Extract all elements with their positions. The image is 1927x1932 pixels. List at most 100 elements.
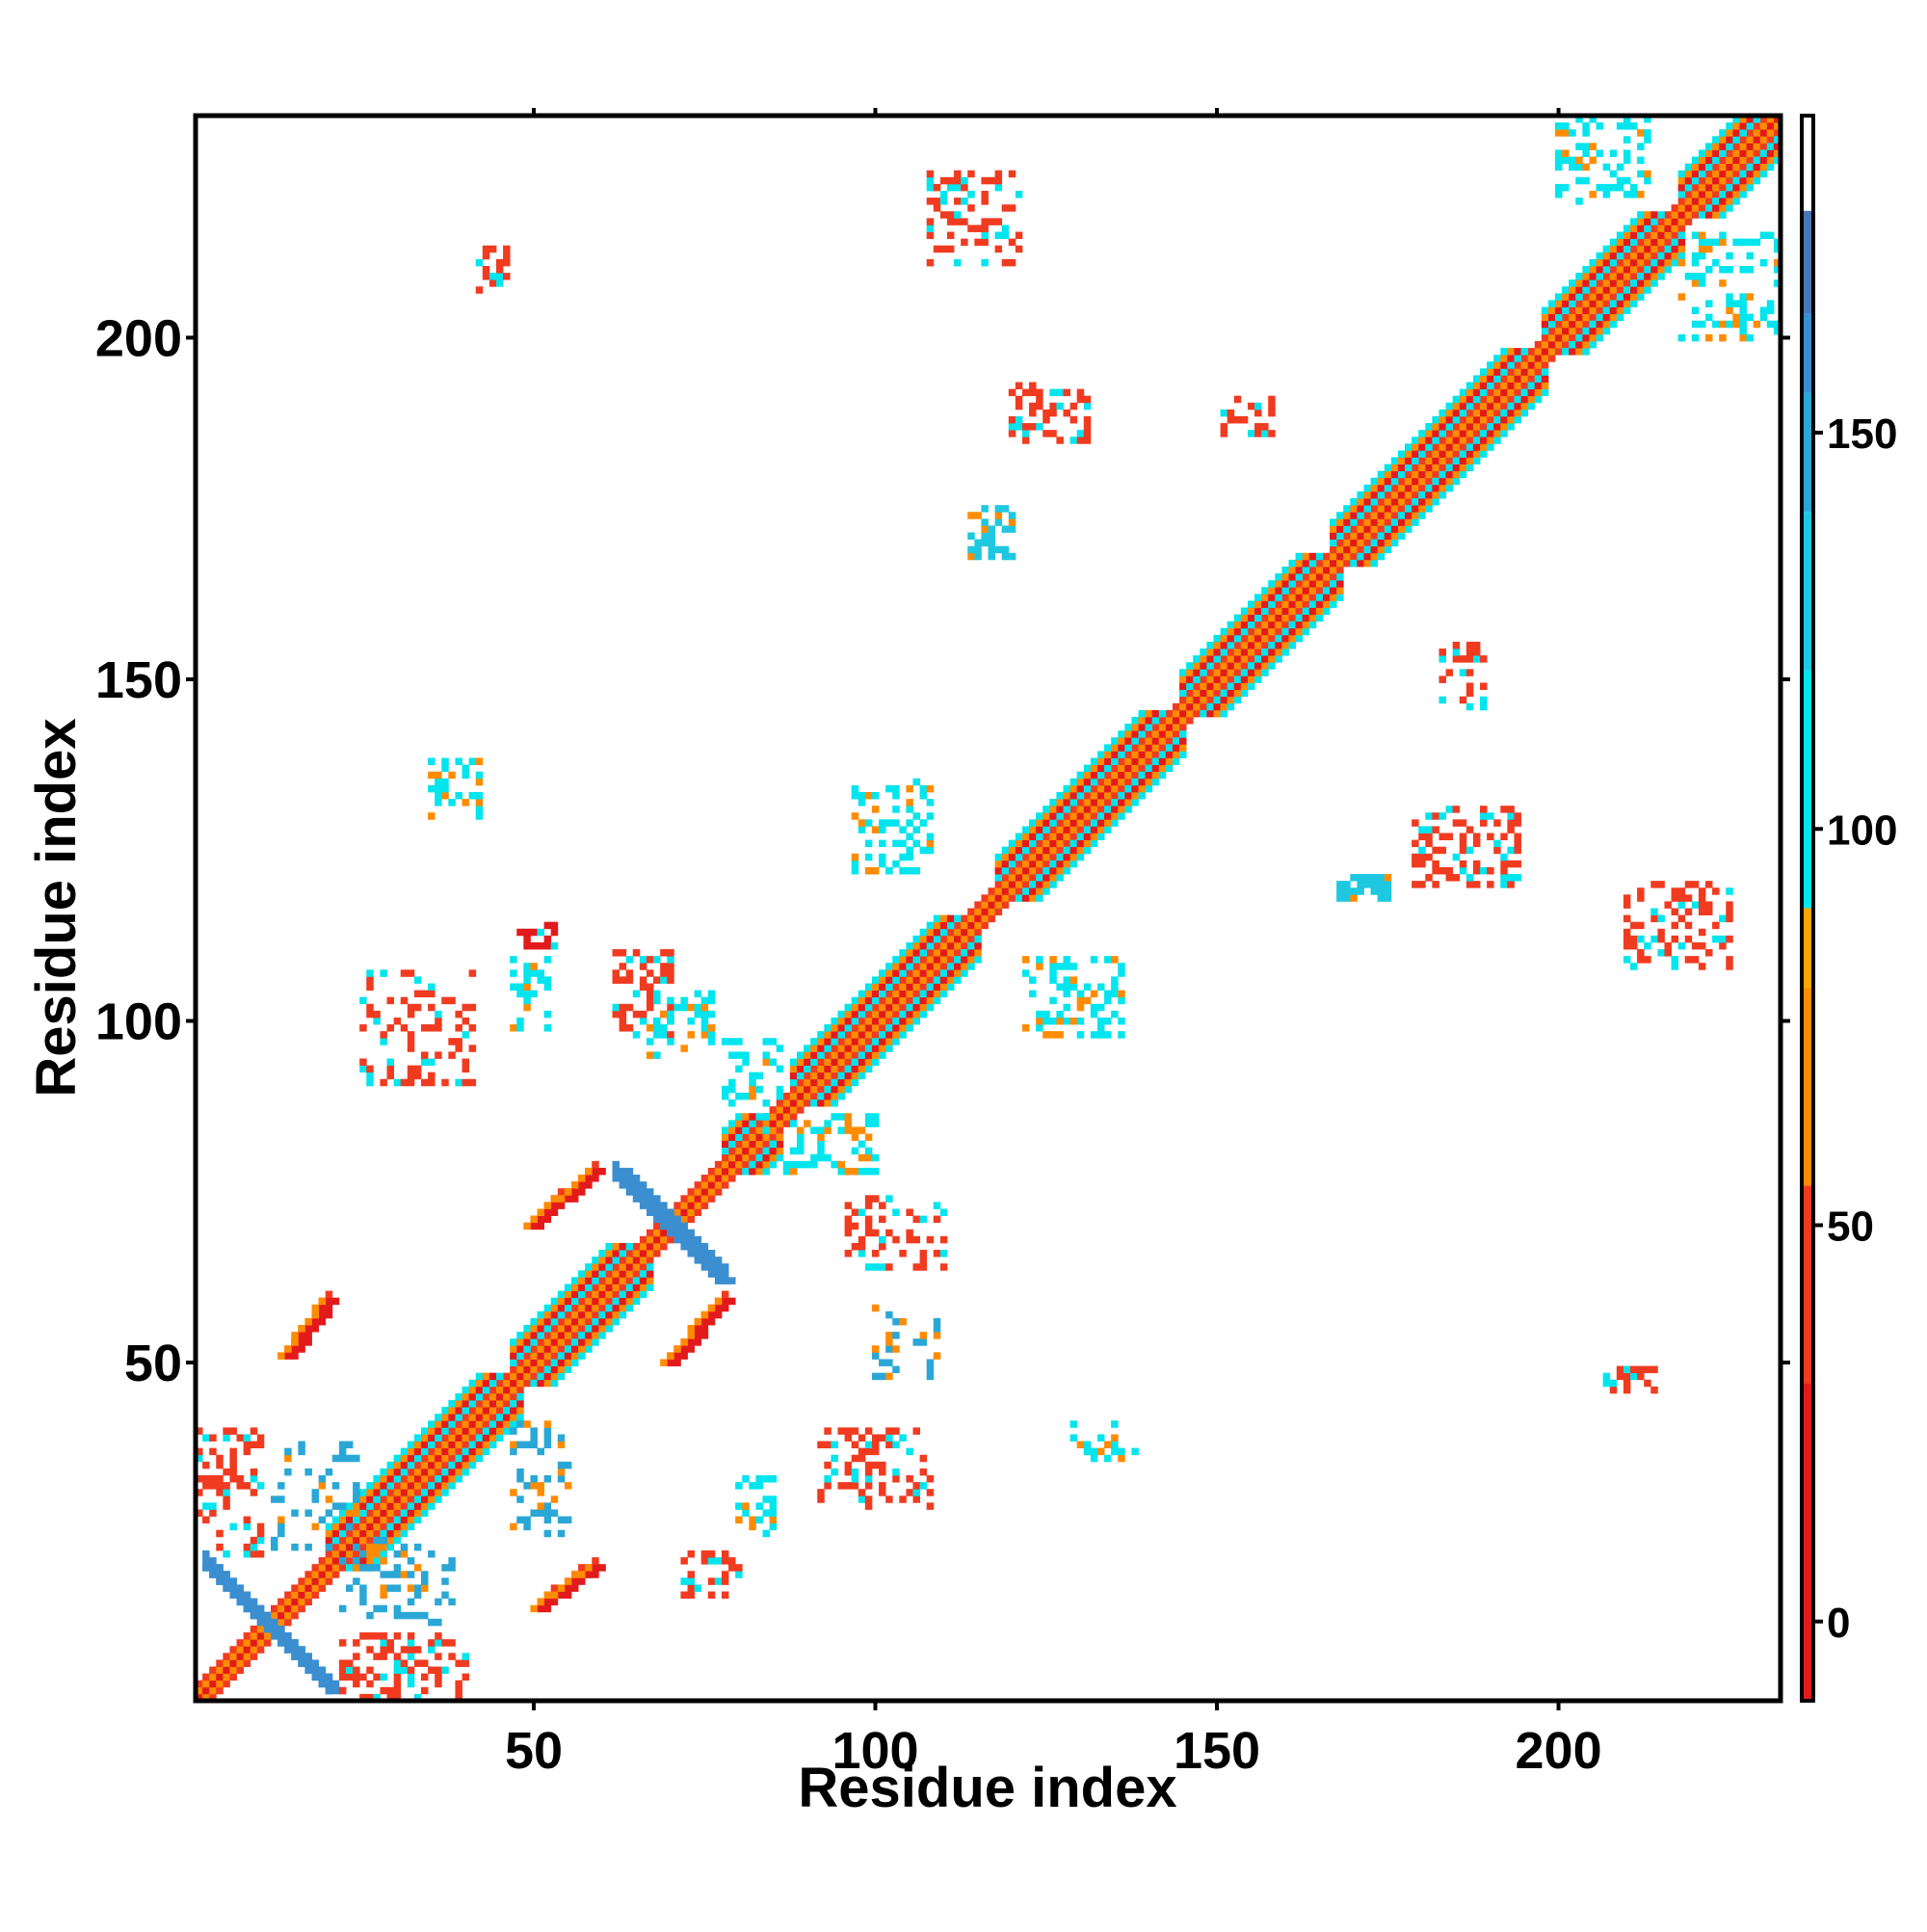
heatmap-cell <box>1036 956 1043 964</box>
heatmap-cell <box>864 990 873 998</box>
heatmap-cell <box>1397 525 1406 533</box>
heatmap-cell <box>1220 409 1228 417</box>
heatmap-cell <box>755 1153 763 1162</box>
heatmap-cell <box>271 1495 278 1503</box>
heatmap-cell <box>742 1475 750 1483</box>
heatmap-cell <box>495 1407 504 1415</box>
heatmap-cell <box>864 1447 873 1456</box>
heatmap-cell <box>1076 819 1085 827</box>
heatmap-cell <box>1104 778 1112 786</box>
heatmap-cell <box>906 846 913 855</box>
heatmap-cell <box>1425 505 1433 513</box>
heatmap-cell <box>1131 730 1139 738</box>
heatmap-cell <box>796 1058 805 1066</box>
heatmap-cell <box>1029 423 1037 431</box>
heatmap-cell <box>325 1577 333 1585</box>
heatmap-cell <box>1412 881 1419 888</box>
heatmap-cell <box>1322 600 1331 608</box>
heatmap-cell <box>1090 839 1098 848</box>
heatmap-cell <box>1500 415 1508 424</box>
heatmap-cell <box>284 1646 292 1654</box>
heatmap-cell <box>585 1304 593 1312</box>
heatmap-cell <box>503 1427 511 1435</box>
heatmap-cell <box>1746 238 1755 247</box>
heatmap-cell <box>503 273 511 280</box>
heatmap-cell <box>380 1632 387 1640</box>
heatmap-cell <box>1609 265 1618 274</box>
heatmap-cell <box>366 1529 374 1538</box>
heatmap-cell <box>1254 614 1262 622</box>
heatmap-cell <box>1480 423 1488 431</box>
heatmap-cell <box>879 1359 886 1366</box>
heatmap-cell <box>919 1454 928 1463</box>
heatmap-cell <box>256 1618 265 1627</box>
heatmap-cell <box>879 1461 886 1469</box>
heatmap-cell <box>1616 1372 1624 1381</box>
heatmap-cell <box>1507 402 1515 410</box>
heatmap-cell <box>694 1250 702 1257</box>
heatmap-cell <box>1465 689 1474 698</box>
heatmap-cell <box>495 1434 504 1442</box>
heatmap-cell <box>1514 382 1521 390</box>
heatmap-cell <box>776 1113 784 1121</box>
heatmap-cell <box>393 1475 402 1483</box>
heatmap-cell <box>366 1495 374 1503</box>
heatmap-cell <box>1582 340 1590 349</box>
heatmap-cell <box>605 1277 613 1284</box>
heatmap-cell <box>1739 122 1747 130</box>
heatmap-cell <box>939 1250 948 1257</box>
heatmap-cell <box>1315 552 1324 561</box>
heatmap-cell <box>263 1626 272 1633</box>
heatmap-cell <box>1425 477 1433 486</box>
heatmap-cell <box>400 1482 409 1490</box>
heatmap-cell <box>1322 552 1331 561</box>
heatmap-cell <box>906 806 913 813</box>
heatmap-cell <box>488 1420 497 1428</box>
heatmap-cell <box>1766 231 1775 240</box>
heatmap-cell <box>407 1038 415 1045</box>
heatmap-cell <box>1555 327 1563 335</box>
heatmap-cell <box>407 1509 415 1517</box>
heatmap-cell <box>1036 874 1043 882</box>
heatmap-cell <box>1575 286 1583 294</box>
heatmap-cell <box>1487 430 1494 437</box>
heatmap-cell <box>1739 156 1747 165</box>
heatmap-cell <box>1261 430 1269 437</box>
heatmap-cell <box>1405 512 1412 519</box>
heatmap-cell <box>1043 866 1050 875</box>
heatmap-cell <box>1555 306 1563 315</box>
heatmap-cell <box>707 1181 716 1189</box>
heatmap-cell <box>646 1250 654 1257</box>
heatmap-cell <box>236 1482 245 1490</box>
heatmap-cell <box>831 1078 838 1087</box>
heatmap-cell <box>400 1646 409 1654</box>
heatmap-cell <box>1671 887 1679 895</box>
heatmap-cell <box>1090 833 1098 840</box>
heatmap-cell <box>1111 1420 1119 1428</box>
heatmap-cell <box>933 949 941 957</box>
heatmap-cell <box>209 1693 217 1702</box>
heatmap-cell <box>488 245 497 253</box>
heatmap-cell <box>1336 894 1344 902</box>
heatmap-cell <box>1076 1441 1085 1449</box>
heatmap-cell <box>400 1495 409 1503</box>
heatmap-cell <box>530 1345 538 1353</box>
heatmap-cell <box>592 1263 599 1271</box>
heatmap-cell <box>858 1447 866 1456</box>
heatmap-cell <box>1671 921 1679 930</box>
heatmap-cell <box>516 1420 524 1428</box>
heatmap-cell <box>714 1577 723 1585</box>
heatmap-cell <box>714 1257 723 1264</box>
heatmap-cell <box>393 1454 402 1463</box>
heatmap-cell <box>694 1242 702 1251</box>
heatmap-cell <box>1179 689 1187 698</box>
heatmap-cell <box>585 1167 593 1176</box>
heatmap-cell <box>557 1352 566 1360</box>
heatmap-cell <box>1186 702 1194 711</box>
heatmap-cell <box>1268 627 1276 636</box>
heatmap-cell <box>1459 866 1467 875</box>
heatmap-cell <box>1357 539 1364 547</box>
heatmap-cell <box>1705 143 1713 150</box>
heatmap-cell <box>1493 368 1501 376</box>
heatmap-cell <box>625 1024 634 1032</box>
